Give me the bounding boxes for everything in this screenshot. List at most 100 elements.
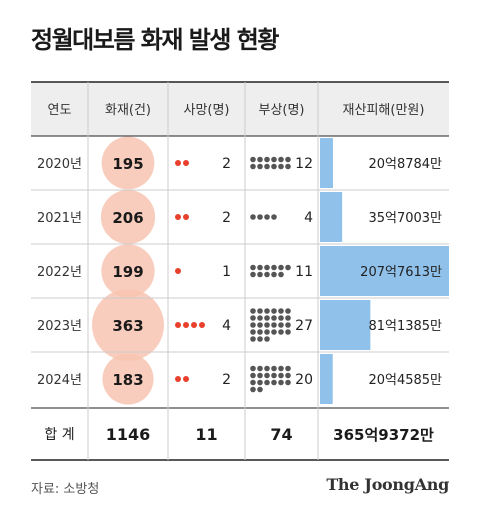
damage-label: 20억8784만	[368, 157, 442, 172]
injury-dot	[285, 264, 291, 271]
damage-bar	[320, 300, 371, 350]
injury-dot	[250, 336, 256, 342]
death-dot	[183, 160, 189, 166]
injury-dot	[257, 214, 263, 220]
death-dot	[183, 214, 189, 220]
year-label: 2020년	[37, 157, 82, 172]
damage-bar	[320, 138, 333, 188]
injury-dot	[271, 379, 277, 386]
injury-dot	[264, 322, 270, 328]
injury-dot	[257, 322, 263, 328]
year-label: 2022년	[37, 265, 82, 280]
death-dot	[175, 376, 181, 382]
column-header: 재산피해(만원)	[343, 103, 425, 118]
total-label: 합 계	[44, 427, 74, 443]
injuries-value: 11	[295, 264, 313, 280]
injury-dot	[257, 386, 263, 393]
injury-dot	[264, 365, 270, 372]
column-header: 연도	[48, 103, 72, 118]
total-injuries: 74	[270, 425, 292, 444]
deaths-value: 4	[222, 318, 231, 334]
injury-dot	[264, 329, 270, 335]
injury-dot	[264, 379, 270, 386]
injury-dot	[264, 372, 270, 379]
injury-dot	[285, 315, 291, 321]
death-dot	[199, 322, 205, 328]
source-note: 자료: 소방청	[31, 482, 100, 497]
injury-dot	[278, 315, 284, 321]
death-dot	[183, 376, 189, 382]
death-dot	[191, 322, 197, 328]
fires-value: 199	[112, 263, 143, 281]
injury-dot	[250, 365, 256, 372]
injury-dot	[271, 322, 277, 328]
injury-dot	[250, 163, 256, 170]
injury-dot	[257, 329, 263, 335]
injury-dot	[257, 365, 263, 372]
total-deaths: 11	[195, 425, 217, 444]
injury-dot	[264, 264, 270, 271]
injury-dot	[271, 156, 277, 163]
fires-value: 206	[112, 209, 143, 227]
injury-dot	[257, 271, 263, 278]
injury-dot	[271, 163, 277, 170]
injury-dot	[264, 214, 270, 220]
fire-circle	[102, 353, 154, 405]
injury-dot	[278, 156, 284, 163]
injury-dot	[271, 329, 277, 335]
damage-bar	[320, 192, 343, 242]
injury-dot	[257, 163, 263, 170]
year-label: 2024년	[37, 373, 82, 388]
deaths-value: 2	[222, 156, 231, 172]
injury-dot	[257, 264, 263, 271]
injury-dot	[271, 264, 277, 271]
damage-label: 35억7003만	[368, 211, 442, 226]
fires-value: 183	[112, 371, 143, 389]
injury-dot	[271, 372, 277, 379]
injury-dot	[264, 315, 270, 321]
death-dot	[175, 322, 181, 328]
injury-dot	[285, 379, 291, 386]
injury-dot	[285, 365, 291, 372]
injury-dot	[278, 163, 284, 170]
injury-dot	[250, 379, 256, 386]
total-damage: 365억9372만	[333, 426, 434, 444]
injury-dot	[278, 308, 284, 314]
injury-dot	[264, 163, 270, 170]
injuries-value: 4	[304, 210, 313, 226]
injury-dot	[257, 315, 263, 321]
injury-dot	[285, 308, 291, 314]
injury-dot	[250, 214, 256, 220]
injury-dot	[250, 386, 256, 393]
injury-dot	[250, 372, 256, 379]
injury-dot	[271, 214, 277, 220]
injury-dot	[250, 156, 256, 163]
damage-label: 81억1385만	[368, 319, 442, 334]
column-header: 화재(건)	[105, 103, 151, 118]
fire-circle	[101, 244, 155, 298]
injury-dot	[250, 322, 256, 328]
injury-dot	[278, 372, 284, 379]
fire-circle	[101, 136, 155, 190]
injury-dot	[250, 315, 256, 321]
injury-dot	[257, 336, 263, 342]
damage-label: 207억7613만	[360, 265, 442, 280]
header-background	[31, 82, 449, 136]
injury-dot	[271, 365, 277, 372]
injury-dot	[278, 264, 284, 271]
injury-dot	[264, 156, 270, 163]
injury-dot	[250, 308, 256, 314]
fire-circle	[92, 289, 164, 361]
death-dot	[175, 268, 181, 274]
column-header: 사망(명)	[183, 103, 229, 118]
injuries-value: 12	[295, 156, 313, 172]
injury-dot	[278, 379, 284, 386]
fire-circle	[100, 189, 156, 245]
total-fires: 1146	[106, 425, 151, 444]
injury-dot	[278, 271, 284, 278]
injury-dot	[264, 336, 270, 342]
injuries-value: 20	[295, 372, 313, 388]
damage-label: 20억4585만	[368, 373, 442, 388]
injury-dot	[271, 271, 277, 278]
